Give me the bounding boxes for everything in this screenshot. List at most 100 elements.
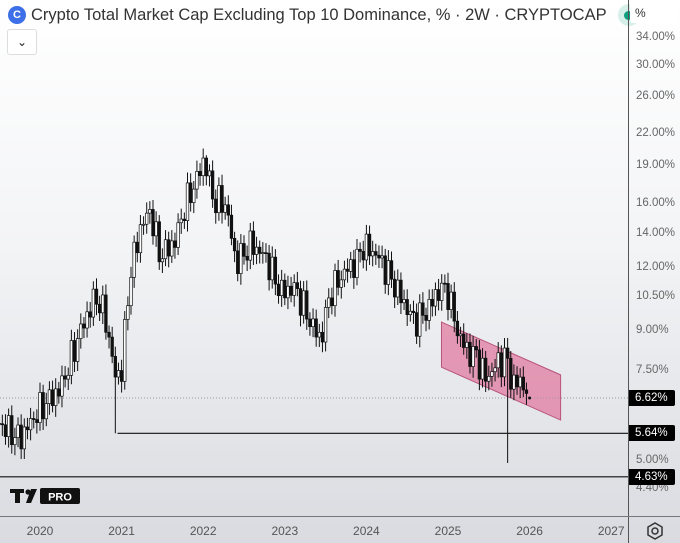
candle-down — [361, 251, 365, 261]
candle-down — [443, 282, 447, 285]
candle-down — [188, 182, 193, 203]
candle-up — [371, 251, 375, 257]
candle-up — [179, 218, 183, 224]
candle-down — [305, 290, 309, 320]
candle-down — [524, 389, 529, 394]
price-chart[interactable] — [0, 0, 628, 516]
candle-down — [336, 270, 340, 288]
candle-up — [47, 389, 52, 404]
candle-down — [173, 240, 177, 248]
candle-down — [377, 254, 381, 259]
candle-up — [160, 258, 165, 263]
candle-up — [123, 319, 127, 382]
candle-down — [392, 278, 397, 298]
candle-up — [16, 424, 20, 438]
candle-up — [148, 209, 152, 214]
tradingview-pro-logo[interactable]: PRO — [9, 487, 81, 505]
candle-up — [22, 426, 26, 450]
candle-up — [342, 268, 347, 281]
candle-down — [10, 415, 14, 446]
settings-icon[interactable] — [645, 521, 665, 541]
y-tick-label: 14.00% — [636, 226, 676, 239]
candle-down — [424, 314, 428, 321]
candle-up — [129, 276, 133, 307]
candle-down — [110, 336, 114, 357]
candle-down — [41, 392, 45, 420]
candle-up — [170, 240, 174, 257]
candle-down — [50, 389, 55, 406]
price-axis-divider — [628, 0, 629, 543]
candle-down — [273, 256, 278, 285]
candle-up — [13, 437, 17, 446]
candle-up — [69, 340, 74, 376]
candle-up — [28, 418, 33, 431]
candle-up — [254, 246, 259, 255]
candle-up — [386, 260, 391, 285]
chart-title-bar: C Crypto Total Market Cap Excluding Top … — [8, 4, 640, 26]
candle-up — [132, 241, 136, 278]
candle-down — [151, 209, 155, 237]
candle-down — [436, 289, 441, 301]
candle-down — [295, 282, 300, 289]
last-price-marker — [528, 396, 532, 400]
chevron-down-icon: ⌄ — [16, 35, 28, 49]
scale-unit-button[interactable]: % — [630, 0, 678, 23]
candle-up — [339, 279, 343, 288]
x-tick-label: 2020 — [26, 524, 54, 538]
candle-up — [512, 374, 516, 390]
candle-down — [157, 221, 161, 263]
candle-down — [330, 297, 334, 307]
candle-up — [126, 305, 130, 320]
candle-up — [355, 248, 359, 278]
candle-down — [210, 170, 215, 200]
y-tick-label: 19.00% — [636, 159, 676, 172]
candle-up — [418, 302, 422, 337]
candle-down — [94, 288, 99, 305]
y-tick-label: 5.00% — [636, 453, 669, 466]
candle-down — [267, 252, 271, 281]
candle-down — [97, 303, 102, 314]
candle-down — [204, 157, 208, 177]
candle-up — [487, 376, 491, 382]
candle-up — [154, 221, 158, 237]
candle-up — [380, 255, 384, 259]
candle-up — [185, 182, 190, 221]
x-tick-label: 2021 — [108, 524, 135, 538]
candle-down — [0, 423, 1, 425]
candle-down — [63, 375, 67, 380]
candle-up — [317, 331, 321, 338]
candle-down — [107, 331, 111, 338]
candle-up — [192, 188, 196, 203]
candle-up — [333, 270, 337, 307]
candle-up — [349, 259, 353, 272]
candle-up — [301, 290, 306, 316]
candle-up — [38, 392, 42, 423]
candle-up — [323, 307, 328, 343]
candle-down — [374, 251, 378, 256]
candle-up — [85, 311, 89, 329]
candle-up — [496, 352, 500, 369]
candle-up — [101, 294, 105, 314]
candle-up — [44, 403, 48, 420]
x-tick-label: 2022 — [189, 524, 217, 538]
candle-down — [298, 288, 303, 316]
candle-down — [135, 241, 139, 254]
candle-up — [66, 374, 70, 380]
y-tick-label: 9.00% — [636, 324, 669, 337]
y-tick-label: 7.50% — [636, 364, 669, 377]
candle-up — [286, 285, 290, 299]
svg-text:PRO: PRO — [48, 492, 72, 504]
candle-down — [220, 185, 224, 213]
y-tick-label: 22.00% — [636, 127, 676, 140]
candle-up — [141, 223, 146, 226]
candle-down — [88, 311, 92, 318]
candle-down — [462, 333, 466, 348]
candle-down — [289, 285, 293, 296]
candle-down — [236, 250, 240, 274]
collapse-legend-button[interactable]: ⌄ — [7, 29, 37, 55]
candle-down — [521, 376, 525, 391]
candle-up — [207, 170, 212, 177]
candle-down — [25, 426, 30, 431]
time-axis-divider — [0, 516, 680, 517]
candle-up — [138, 224, 143, 254]
